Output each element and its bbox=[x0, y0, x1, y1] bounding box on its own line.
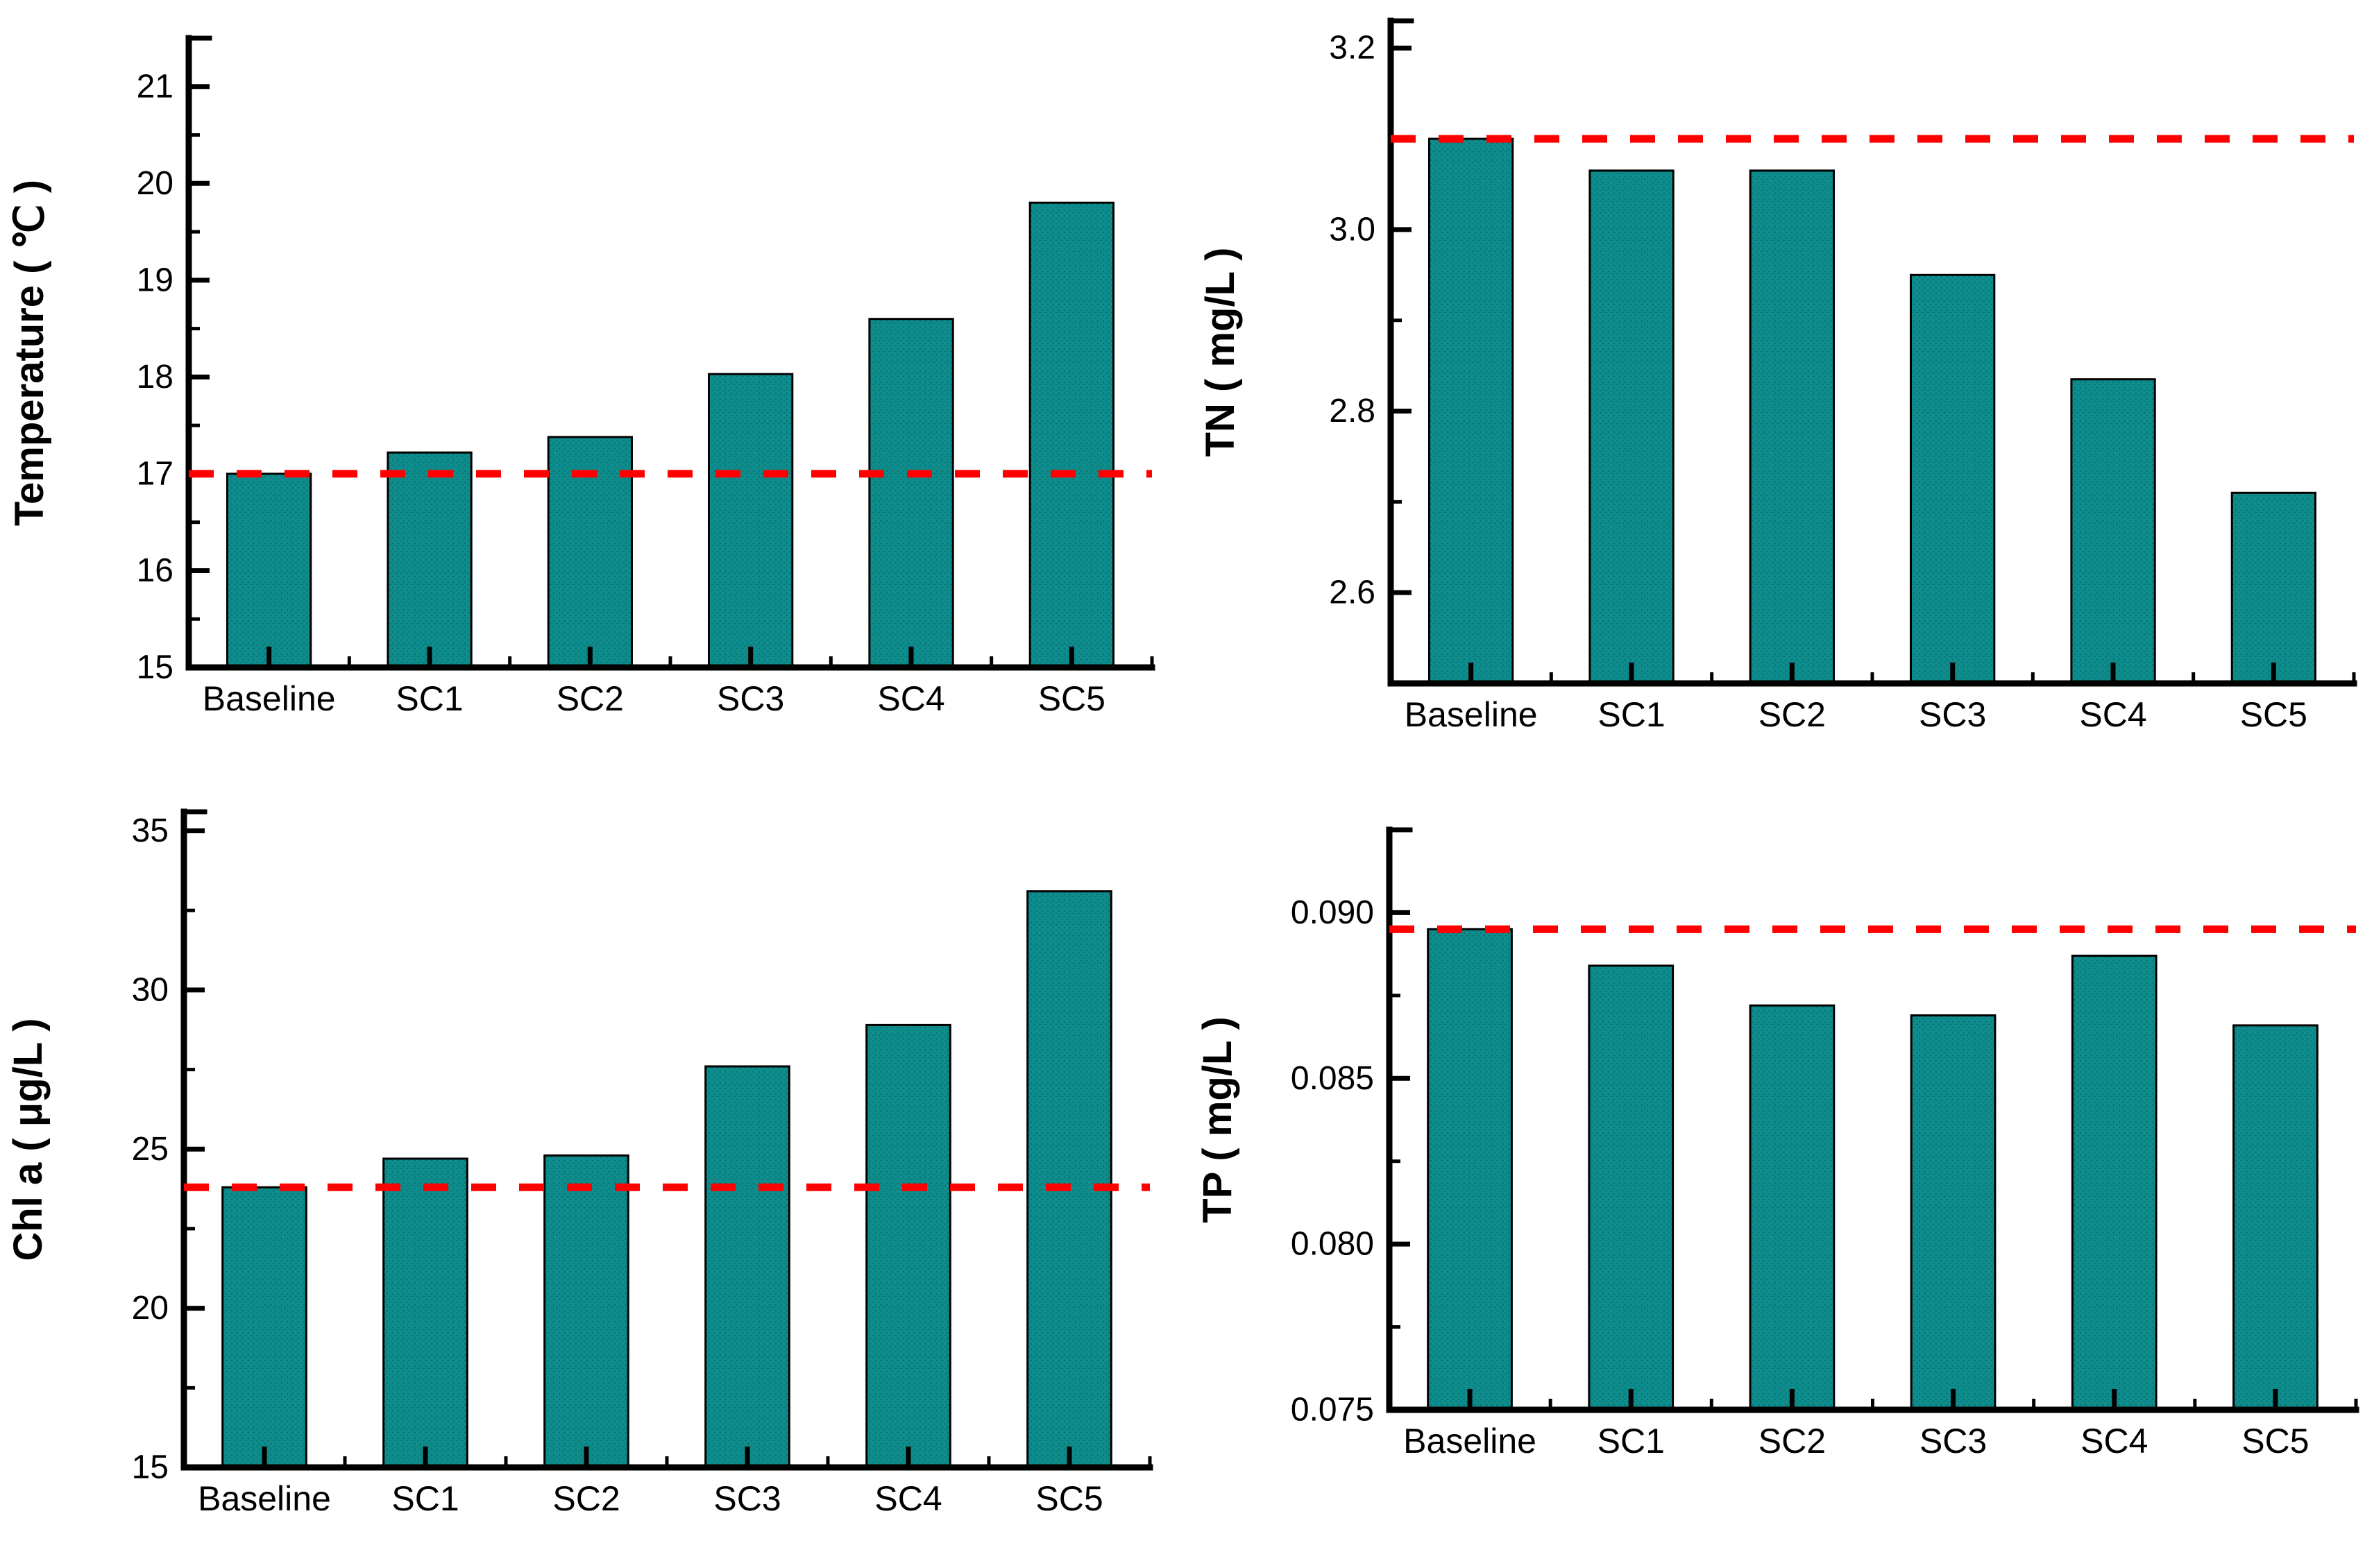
bar-sc1 bbox=[382, 1157, 468, 1469]
y-tick-label: 3.0 bbox=[1329, 211, 1375, 248]
chl-a-chart: 15 20 25 30 35 Baseline SC1 SC2 SC3 SC4 SC5 Chl a (… bbox=[6, 808, 1153, 1518]
x-tick-label: Baseline bbox=[198, 1479, 331, 1518]
bar-sc4 bbox=[2071, 955, 2158, 1411]
x-tick-label: SC3 bbox=[1919, 695, 1986, 734]
x-tick-label: SC3 bbox=[713, 1479, 781, 1518]
x-ticks: Baseline SC1 SC2 SC3 SC4 SC5 bbox=[198, 1447, 1152, 1518]
x-ticks: Baseline SC1 SC2 SC3 SC4 SC5 bbox=[1403, 1389, 2358, 1460]
y-tick-label: 19 bbox=[137, 262, 173, 298]
bar-baseline bbox=[221, 1186, 307, 1469]
bar-sc2 bbox=[1749, 1004, 1836, 1411]
x-tick-label: Baseline bbox=[203, 679, 336, 718]
bar-sc1 bbox=[1588, 169, 1675, 685]
y-tick-label: 25 bbox=[132, 1131, 169, 1168]
chart-panel-tp: 0.075 0.080 0.085 0.090 Baseline SC1 SC2 SC3 SC4… bbox=[1182, 784, 2365, 1568]
bar-baseline bbox=[1427, 928, 1513, 1411]
bar-sc5 bbox=[1028, 201, 1114, 669]
bar-sc1 bbox=[387, 451, 473, 669]
y-tick-label: 0.075 bbox=[1291, 1392, 1374, 1429]
y-tick-label: 18 bbox=[137, 359, 173, 395]
x-tick-label: Baseline bbox=[1405, 695, 1538, 734]
bar-sc2 bbox=[1749, 169, 1836, 685]
y-tick-label: 20 bbox=[137, 165, 173, 202]
y-tick-label: 15 bbox=[132, 1449, 169, 1486]
y-tick-label: 15 bbox=[137, 649, 173, 686]
y-axis-title: TP ( mg/L ) bbox=[1195, 1016, 1240, 1223]
bar-sc1 bbox=[1588, 964, 1675, 1411]
x-tick-label: SC1 bbox=[1597, 695, 1665, 734]
axes bbox=[1386, 826, 2359, 1413]
y-tick-label: 30 bbox=[132, 971, 169, 1008]
y-tick-label: 2.8 bbox=[1329, 393, 1375, 429]
x-ticks: Baseline SC1 SC2 SC3 SC4 SC5 bbox=[203, 647, 1154, 718]
bar-sc4 bbox=[2070, 378, 2156, 685]
bars bbox=[221, 890, 1112, 1469]
x-tick-label: SC1 bbox=[391, 1479, 459, 1518]
bar-sc5 bbox=[2232, 1024, 2319, 1411]
chart-panel-tn: 2.6 2.8 3.0 3.2 Baseline SC1 SC2 SC3 SC4 SC5 TN ( … bbox=[1182, 0, 2365, 784]
y-tick-label: 0.090 bbox=[1291, 894, 1374, 931]
bar-sc3 bbox=[1910, 273, 1996, 685]
tn-chart: 2.6 2.8 3.0 3.2 Baseline SC1 SC2 SC3 SC4 SC5 TN ( … bbox=[1198, 17, 2357, 734]
bar-sc3 bbox=[1910, 1014, 1997, 1411]
x-tick-label: SC4 bbox=[877, 679, 944, 718]
axes bbox=[180, 808, 1153, 1471]
bar-sc5 bbox=[2230, 491, 2316, 685]
bars bbox=[226, 201, 1114, 669]
axes bbox=[1387, 17, 2357, 687]
chart-panel-temperature: 15 16 17 18 19 20 21 Baseline SC1 SC2 SC3 SC4 SC5 Tem… bbox=[0, 0, 1182, 784]
bar-sc4 bbox=[865, 1023, 951, 1469]
y-tick-label: 20 bbox=[132, 1290, 169, 1327]
x-tick-label: SC5 bbox=[2240, 695, 2307, 734]
bar-sc4 bbox=[868, 318, 954, 669]
x-tick-label: Baseline bbox=[1403, 1422, 1536, 1460]
bar-baseline bbox=[226, 472, 312, 669]
bar-sc3 bbox=[708, 373, 794, 669]
y-tick-label: 16 bbox=[137, 552, 173, 589]
y-tick-label: 0.085 bbox=[1291, 1060, 1374, 1097]
y-tick-label: 17 bbox=[137, 455, 173, 492]
y-ticks: 15 16 17 18 19 20 21 bbox=[137, 68, 210, 686]
x-tick-label: SC5 bbox=[1038, 679, 1105, 718]
x-tick-label: SC4 bbox=[2079, 695, 2146, 734]
x-tick-label: SC4 bbox=[2080, 1422, 2148, 1460]
x-tick-label: SC2 bbox=[557, 679, 624, 718]
chart-panel-chl-a: 15 20 25 30 35 Baseline SC1 SC2 SC3 SC4 SC5 Chl a (… bbox=[0, 784, 1182, 1568]
bars bbox=[1427, 928, 2319, 1411]
temperature-chart: 15 16 17 18 19 20 21 Baseline SC1 SC2 SC3 SC4 SC5 Tem… bbox=[7, 35, 1155, 718]
tp-chart: 0.075 0.080 0.085 0.090 Baseline SC1 SC2 SC3 SC4… bbox=[1195, 826, 2359, 1460]
y-axis-title: TN ( mg/L ) bbox=[1198, 248, 1243, 457]
y-tick-label: 3.2 bbox=[1329, 30, 1375, 67]
bar-sc2 bbox=[543, 1154, 629, 1469]
axes bbox=[185, 35, 1155, 671]
x-tick-label: SC4 bbox=[874, 1479, 942, 1518]
y-tick-label: 35 bbox=[132, 812, 169, 849]
x-tick-label: SC2 bbox=[1758, 1422, 1826, 1460]
y-axis-title: Chl a ( μg/L ) bbox=[6, 1018, 51, 1261]
y-tick-label: 2.6 bbox=[1329, 574, 1375, 611]
y-axis-title: Temperature ( ℃ ) bbox=[7, 180, 52, 526]
x-tick-label: SC5 bbox=[1035, 1479, 1103, 1518]
y-tick-label: 21 bbox=[137, 68, 173, 105]
x-ticks: Baseline SC1 SC2 SC3 SC4 SC5 bbox=[1405, 663, 2356, 734]
y-ticks: 2.6 2.8 3.0 3.2 bbox=[1329, 30, 1412, 611]
bars bbox=[1428, 137, 2316, 685]
x-tick-label: SC2 bbox=[1758, 695, 1826, 734]
y-ticks: 15 20 25 30 35 bbox=[132, 812, 205, 1486]
x-tick-label: SC3 bbox=[1919, 1422, 1987, 1460]
bar-baseline bbox=[1428, 137, 1514, 685]
x-tick-label: SC1 bbox=[1597, 1422, 1665, 1460]
x-tick-label: SC1 bbox=[396, 679, 463, 718]
bar-sc3 bbox=[704, 1065, 790, 1469]
y-ticks: 0.075 0.080 0.085 0.090 bbox=[1291, 894, 1410, 1429]
x-tick-label: SC3 bbox=[717, 679, 784, 718]
bar-sc5 bbox=[1026, 890, 1112, 1469]
x-tick-label: SC2 bbox=[552, 1479, 620, 1518]
x-tick-label: SC5 bbox=[2241, 1422, 2309, 1460]
y-tick-label: 0.080 bbox=[1291, 1226, 1374, 1263]
